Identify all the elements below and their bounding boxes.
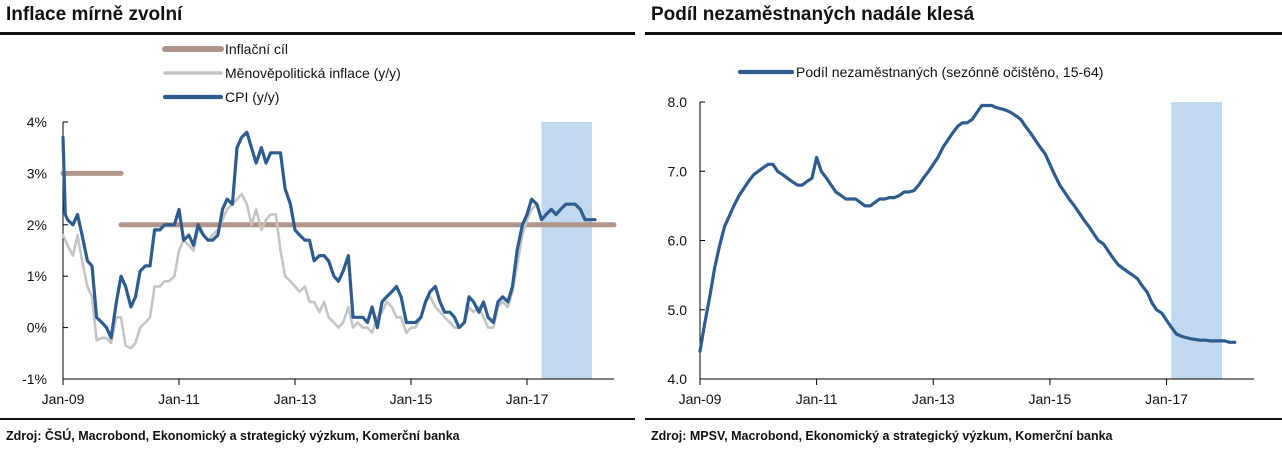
x-tick-label: Jan-15 <box>390 391 433 407</box>
y-tick-label: 1% <box>27 268 47 284</box>
y-tick-label: 5.0 <box>668 302 688 318</box>
x-tick-label: Jan-13 <box>912 391 955 407</box>
series-line <box>61 192 539 350</box>
y-tick-label: -1% <box>22 371 47 387</box>
x-tick-label: Jan-09 <box>42 391 85 407</box>
forecast-band <box>1171 102 1222 379</box>
inflation-chart: 4% 3% 2% 1% 0% -1% Jan-09 Jan-11 Jan-13 Jan-15 Jan… <box>22 41 617 407</box>
y-tick-label: 2% <box>27 217 47 233</box>
title-rule <box>645 32 1282 35</box>
x-tick-label: Jan-11 <box>796 391 838 407</box>
y-tick-label: 4.0 <box>668 371 688 387</box>
x-tick-label: Jan-09 <box>679 391 722 407</box>
title-rule <box>0 32 635 35</box>
x-tick-label: Jan-17 <box>506 391 549 407</box>
series-line <box>61 130 597 340</box>
y-tick-label: 3% <box>27 165 47 181</box>
footer-rule <box>0 418 635 420</box>
y-tick-label: 7.0 <box>668 163 688 179</box>
chart-title: Inflace mírně zvolní <box>6 4 183 25</box>
source-note: Zdroj: MPSV, Macrobond, Ekonomický a str… <box>651 429 1113 443</box>
y-tick-label: 8.0 <box>668 94 688 110</box>
source-note: Zdroj: ČSÚ, Macrobond, Ekonomický a stra… <box>6 429 460 443</box>
legend-label: CPI (y/y) <box>225 89 279 105</box>
legend-label: Podíl nezaměstnaných (sezónně očištěno, … <box>796 64 1103 80</box>
y-tick-label: 6.0 <box>668 233 688 249</box>
x-tick-label: Jan-13 <box>274 391 317 407</box>
chart-panel-inflation: Inflace mírně zvolní 4% 3% 2% 1% 0% -1% Jan-09… <box>0 0 635 455</box>
chart-panel-unemployment: Podíl nezaměstnaných nadále klesá 8.0 7.0… <box>645 0 1282 455</box>
x-tick-label: Jan-17 <box>1145 391 1188 407</box>
forecast-band <box>541 122 592 379</box>
x-tick-label: Jan-11 <box>158 391 200 407</box>
y-tick-label: 0% <box>27 320 47 336</box>
unemployment-chart: 8.0 7.0 6.0 5.0 4.0 Jan-09 Jan-11 Jan-13 Jan-15 J… <box>668 64 1254 407</box>
chart-title: Podíl nezaměstnaných nadále klesá <box>651 4 975 25</box>
legend-label: Měnověpolitická inflace (y/y) <box>225 65 401 81</box>
footer-rule <box>645 418 1282 420</box>
x-tick-label: Jan-15 <box>1028 391 1071 407</box>
series-line <box>698 103 1237 353</box>
y-tick-label: 4% <box>27 114 47 130</box>
legend-label: Inflační cíl <box>225 41 288 57</box>
